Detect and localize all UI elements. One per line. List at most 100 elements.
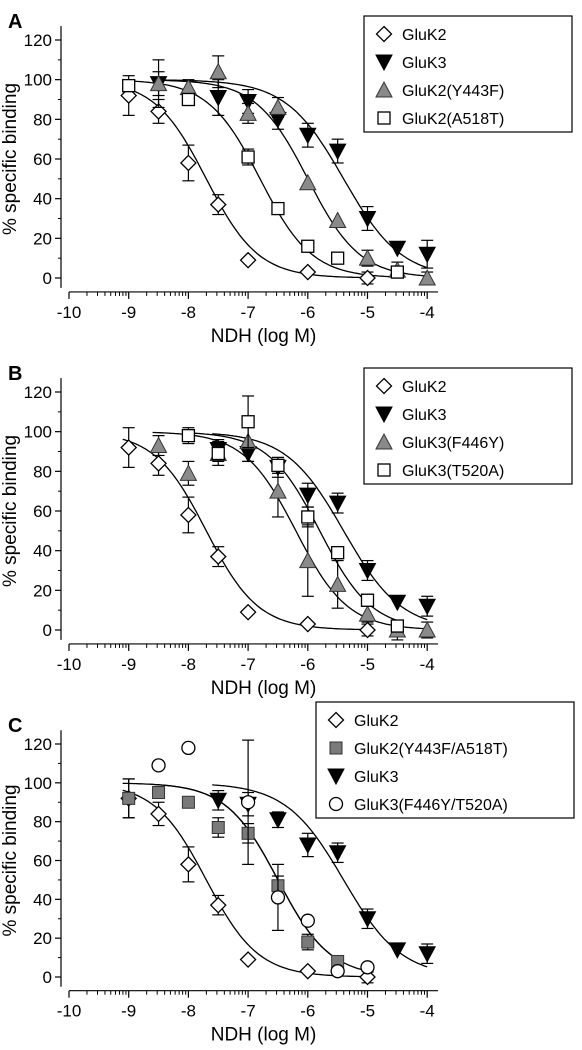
data-point: [299, 263, 317, 281]
data-point: [298, 127, 317, 145]
data-point: [388, 594, 407, 612]
x-tick-label: -10: [57, 1002, 82, 1021]
x-tick-label: -4: [420, 1002, 435, 1021]
data-point: [301, 935, 315, 949]
legend-label: GluK3(F446Y/T520A): [354, 797, 508, 814]
y-tick-label: 100: [24, 774, 52, 793]
data-point: [239, 104, 257, 121]
data-point: [211, 446, 225, 461]
series-2: [122, 778, 345, 968]
data-point: [418, 246, 437, 264]
data-point: [328, 495, 347, 513]
legend-box: [315, 701, 575, 819]
legend: GluK2 GluK3 GluK3(F446Y) GluK3(T520A): [363, 367, 573, 485]
data-point: [179, 464, 198, 481]
data-point: [388, 942, 407, 959]
data-point: [301, 239, 315, 253]
data-point: [179, 855, 197, 873]
data-point: [358, 211, 377, 228]
legend: GluK2 GluK2(Y443F/A518T) GluK3 GluK3(F446Y/…: [315, 701, 575, 819]
data-point: [239, 251, 257, 269]
data-point: [241, 415, 255, 429]
data-point: [211, 820, 225, 834]
data-point: [209, 196, 227, 214]
y-axis-label: % specific binding: [0, 83, 21, 235]
legend: GluK2 GluK3 GluK2(Y443F) GluK2(A518T): [363, 15, 573, 133]
fit-curve-series-3: [152, 79, 428, 277]
data-point: [390, 619, 405, 633]
chart-panel-a: A 0 20 40 60 80 100 120 % specific binding -10 -9 -…: [0, 11, 573, 347]
fit-curve-series-4: [122, 80, 404, 278]
legend-box: [363, 367, 573, 485]
data-point: [358, 249, 377, 266]
series-1: [120, 427, 376, 639]
data-point: [299, 615, 317, 633]
y-tick-label: 60: [33, 502, 52, 521]
y-tick-label: 0: [43, 269, 52, 288]
y-tick-label: 0: [43, 621, 52, 640]
legend-marker: [329, 741, 343, 755]
fit-curve-series-2: [152, 79, 428, 269]
legend-label: GluK2: [402, 27, 447, 44]
panel-letter: B: [8, 363, 22, 385]
chart-panel-b: B 0 20 40 60 80 100 120 % specific binding -10 -9 -…: [0, 363, 573, 699]
y-tick-label: 120: [24, 383, 52, 402]
data-point: [418, 946, 437, 963]
legend-marker: [375, 54, 393, 72]
y-tick-label: 20: [33, 581, 52, 600]
legend-label: GluK3: [402, 55, 447, 72]
x-tick-label: -7: [241, 1002, 256, 1021]
x-tick-label: -10: [57, 303, 82, 322]
data-point: [328, 575, 347, 592]
y-tick-label: 120: [24, 735, 52, 754]
data-point: [239, 603, 257, 621]
data-point: [298, 837, 317, 855]
data-point: [209, 896, 227, 914]
data-point: [209, 90, 228, 107]
data-point: [149, 74, 168, 92]
data-point: [120, 439, 138, 456]
x-tick-label: -4: [420, 655, 435, 674]
data-point: [271, 458, 285, 473]
legend-marker: [327, 768, 345, 786]
x-tick-label: -6: [300, 1002, 315, 1021]
data-point: [301, 510, 315, 524]
x-tick-label: -5: [360, 655, 375, 674]
data-point: [209, 548, 227, 566]
data-point: [300, 913, 315, 928]
legend-marker: [327, 711, 345, 729]
data-point: [181, 92, 196, 107]
y-tick-label: 20: [33, 229, 52, 248]
data-point: [269, 98, 287, 115]
legend-label: GluK3: [354, 769, 399, 786]
y-tick-label: 60: [33, 150, 52, 169]
legend-marker: [375, 25, 393, 43]
data-point: [360, 960, 375, 975]
data-point: [418, 268, 437, 286]
x-tick-label: -6: [300, 655, 315, 674]
data-point: [359, 621, 376, 639]
series-4: [151, 739, 375, 979]
y-tick-label: 40: [33, 542, 52, 561]
legend-marker: [375, 80, 393, 98]
legend-label: GluK3: [402, 407, 447, 424]
y-tick-label: 0: [43, 968, 52, 987]
x-axis-label: NDH (log M): [211, 1025, 317, 1046]
legend-box: [363, 15, 573, 133]
legend-label: GluK2: [402, 379, 447, 396]
legend-marker: [328, 796, 344, 812]
x-tick-label: -8: [181, 1002, 196, 1021]
data-point: [151, 758, 166, 773]
chart-panel-c: C 0 20 40 60 80 100 120 % specific binding -10 -9 -…: [0, 701, 575, 1046]
data-point: [149, 436, 168, 454]
x-tick-label: -8: [181, 655, 196, 674]
data-point: [418, 620, 437, 638]
y-axis-label: % specific binding: [0, 435, 21, 587]
data-point: [181, 795, 195, 809]
data-point: [209, 792, 228, 810]
data-point: [209, 62, 228, 80]
data-point: [179, 506, 197, 524]
data-point: [330, 251, 345, 265]
data-point: [240, 795, 256, 810]
